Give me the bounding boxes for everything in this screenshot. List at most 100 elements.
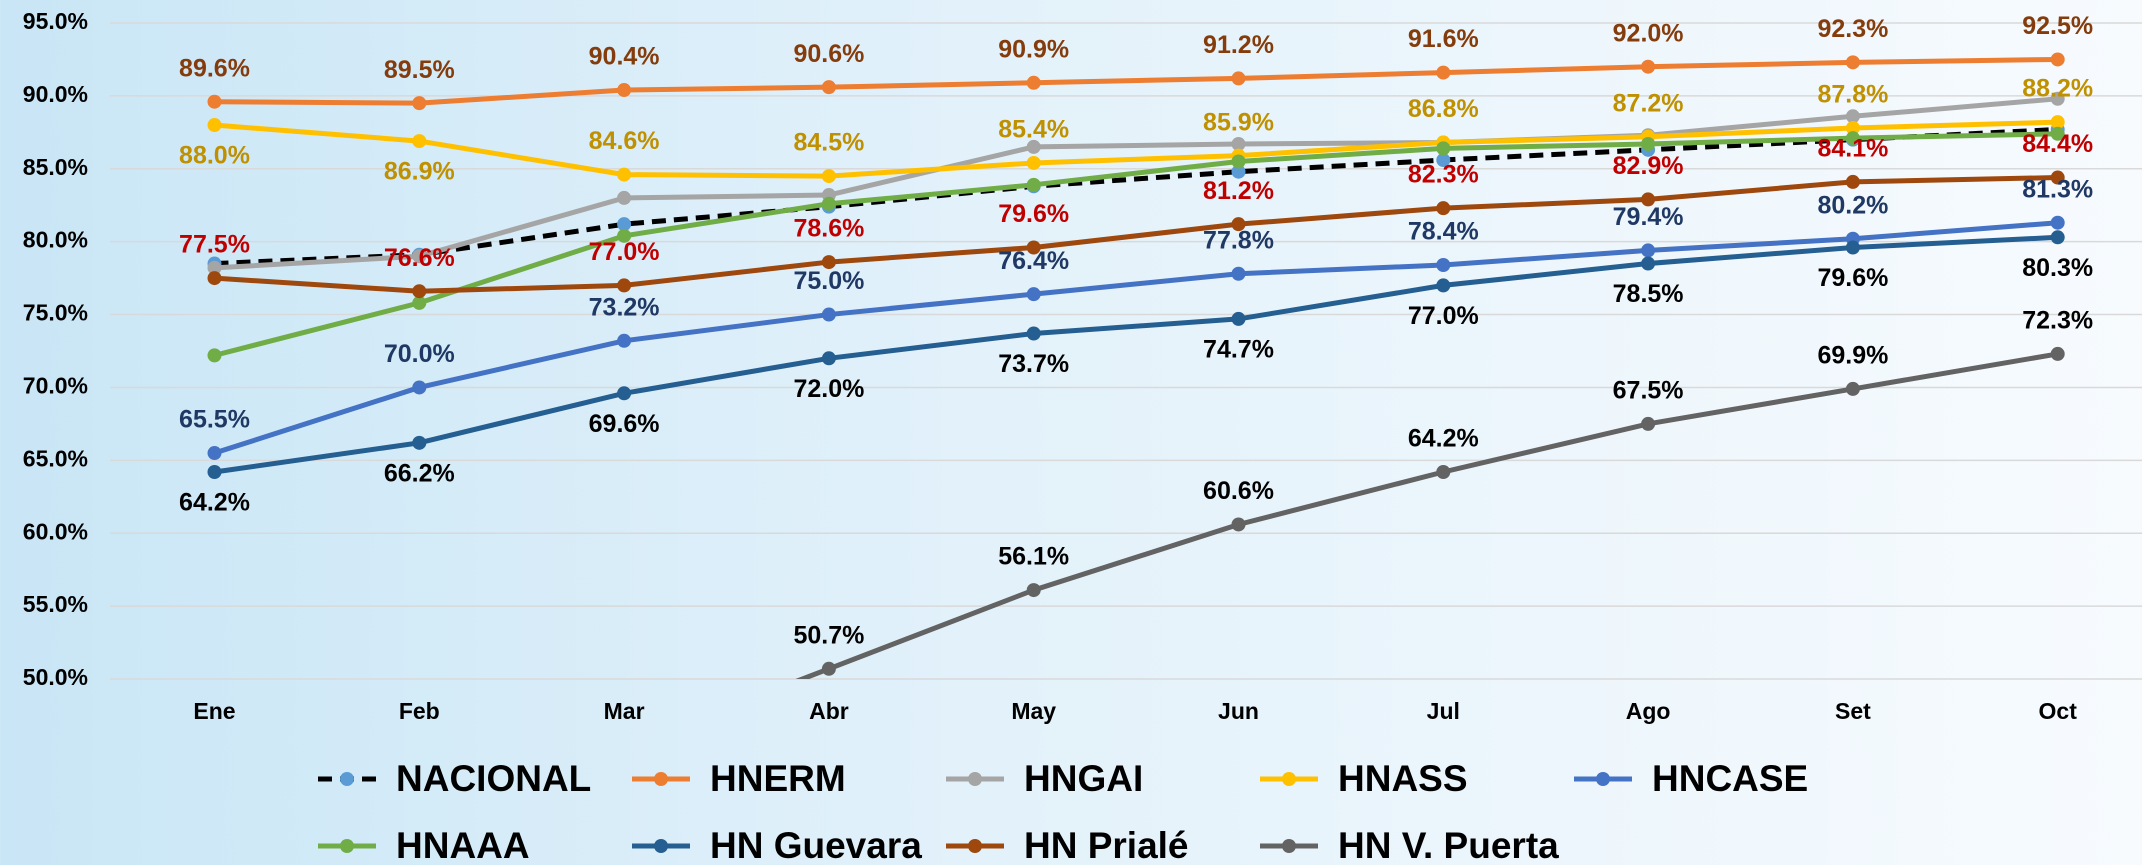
legend-label: NACIONAL: [396, 758, 591, 799]
legend-marker: [340, 772, 354, 786]
data-point: [207, 348, 222, 363]
y-tick-label: 90.0%: [23, 81, 88, 107]
data-label: 89.5%: [384, 56, 455, 84]
data-label: 85.4%: [998, 116, 1069, 144]
series-line: [214, 56, 2058, 106]
data-point: [1231, 154, 1246, 169]
legend-label: HNGAI: [1024, 758, 1143, 799]
data-point: [1641, 192, 1656, 207]
data-point: [1231, 164, 1246, 179]
series-line: [214, 234, 2058, 475]
data-label: 60.6%: [1203, 477, 1274, 505]
y-tick-label: 55.0%: [23, 591, 88, 617]
data-label: 66.2%: [384, 459, 455, 487]
x-tick-label: Jun: [1218, 698, 1259, 724]
data-point: [412, 284, 427, 299]
data-point: [1436, 65, 1451, 80]
legend-marker: [1282, 839, 1296, 853]
data-label: 64.2%: [1408, 425, 1479, 453]
data-point: [617, 741, 631, 755]
data-point: [1026, 177, 1041, 192]
data-label: 89.6%: [179, 54, 250, 82]
data-point: [1231, 217, 1246, 232]
data-label: 77.8%: [1203, 226, 1274, 254]
data-label: 82.9%: [1613, 152, 1684, 180]
data-label: 84.1%: [1817, 135, 1888, 163]
data-label: 81.2%: [1203, 177, 1274, 205]
data-point: [1231, 517, 1246, 532]
data-label: 88.2%: [2022, 75, 2093, 103]
data-label: 90.9%: [998, 35, 1069, 63]
data-label: 78.5%: [1613, 280, 1684, 308]
data-point: [2050, 170, 2065, 185]
data-point: [1436, 464, 1451, 479]
data-point: [1026, 139, 1041, 154]
data-point: [617, 333, 632, 348]
y-tick-label: 85.0%: [23, 154, 88, 180]
data-point: [1641, 59, 1656, 74]
data-label: 79.6%: [998, 200, 1069, 228]
y-tick-label: 95.0%: [23, 8, 88, 34]
data-label: 80.2%: [1817, 191, 1888, 219]
data-label: 86.8%: [1408, 95, 1479, 123]
x-tick-label: Ene: [193, 698, 235, 724]
legend-label: HNASS: [1338, 758, 1468, 799]
series-line: [214, 175, 2058, 294]
data-point: [1231, 311, 1246, 326]
legend-label: HN Guevara: [710, 825, 922, 865]
data-point: [1845, 109, 1860, 124]
data-label: 75.0%: [793, 267, 864, 295]
data-point: [207, 94, 222, 109]
series-line: [795, 351, 2059, 679]
legend-label: HNERM: [710, 758, 846, 799]
data-label: 84.5%: [793, 129, 864, 157]
data-point: [1231, 71, 1246, 86]
data-label: 84.4%: [2022, 130, 2093, 158]
data-point: [207, 271, 222, 286]
plot-area: [207, 52, 2065, 755]
data-label: 91.2%: [1203, 31, 1274, 59]
data-label: 79.4%: [1613, 203, 1684, 231]
data-label: 90.4%: [589, 43, 660, 71]
data-label: 81.3%: [2022, 175, 2093, 203]
data-label: 77.0%: [589, 238, 660, 266]
data-label: 85.9%: [1203, 108, 1274, 136]
data-point: [617, 217, 632, 232]
data-point: [412, 249, 427, 264]
x-tick-label: Jul: [1427, 698, 1460, 724]
data-point: [617, 167, 632, 182]
data-point: [2050, 115, 2065, 130]
data-label: 50.7%: [793, 621, 864, 649]
data-point: [412, 435, 427, 450]
data-point: [1026, 326, 1041, 341]
data-point: [1436, 278, 1451, 293]
data-point: [617, 83, 632, 98]
data-point: [1026, 583, 1041, 598]
data-label: 70.0%: [384, 340, 455, 368]
data-point: [2050, 230, 2065, 245]
y-tick-label: 80.0%: [23, 227, 88, 253]
data-point: [207, 260, 222, 275]
data-label: 79.6%: [1817, 264, 1888, 292]
data-point: [617, 228, 632, 243]
legend-label: HN V. Puerta: [1338, 825, 1559, 865]
data-point: [1436, 257, 1451, 272]
data-point: [2050, 346, 2065, 361]
data-point: [412, 380, 427, 395]
data-point: [821, 661, 836, 676]
legend-marker: [1282, 772, 1296, 786]
data-point: [1845, 55, 1860, 70]
data-label: 76.4%: [998, 247, 1069, 275]
legend-label: HNCASE: [1652, 758, 1808, 799]
series-line: [213, 131, 2058, 358]
data-label: 69.6%: [589, 410, 660, 438]
data-point: [207, 118, 222, 133]
data-label: 92.5%: [2022, 12, 2093, 40]
data-point: [1845, 240, 1860, 255]
data-label: 78.4%: [1408, 218, 1479, 246]
x-tick-label: Abr: [809, 698, 849, 724]
data-point: [412, 96, 427, 111]
y-tick-label: 70.0%: [23, 373, 88, 399]
data-label: 80.3%: [2022, 254, 2093, 282]
